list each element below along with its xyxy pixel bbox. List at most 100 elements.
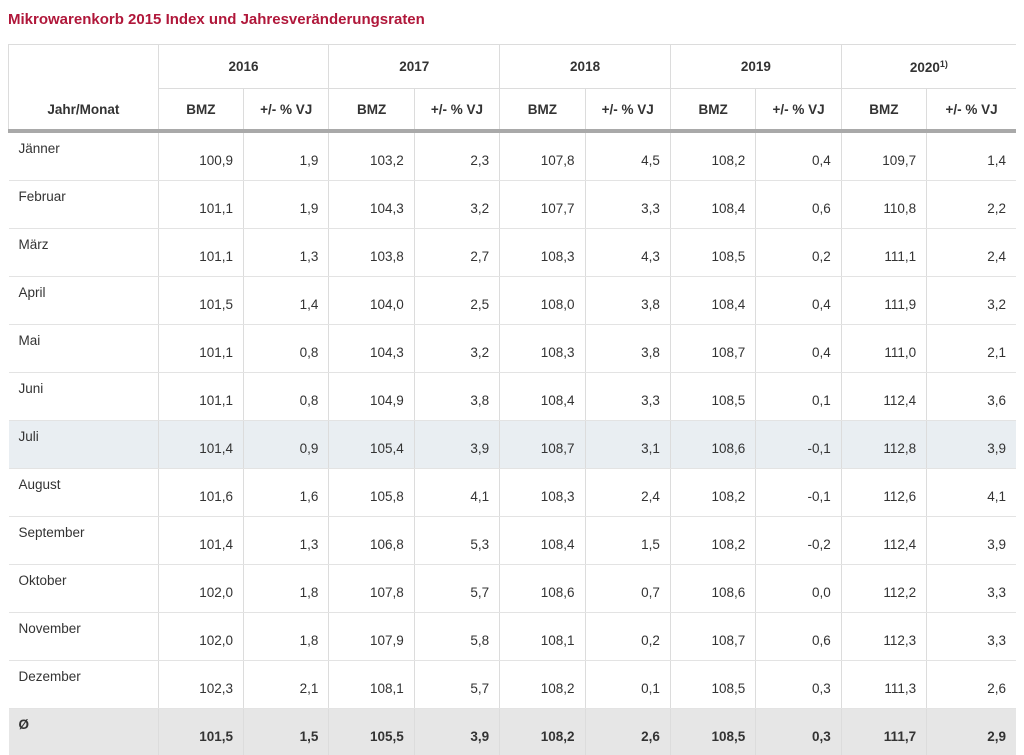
change-cell: 3,3 <box>927 613 1016 661</box>
bmz-cell: 108,6 <box>670 565 755 613</box>
change-cell: 4,1 <box>927 469 1016 517</box>
footnote-marker: 1) <box>940 59 948 69</box>
month-cell: Ø <box>9 709 159 755</box>
bmz-cell: 109,7 <box>841 131 926 181</box>
change-cell: 0,3 <box>756 661 841 709</box>
change-cell: 3,1 <box>585 421 670 469</box>
change-cell: 2,3 <box>414 131 499 181</box>
bmz-cell: 108,6 <box>670 421 755 469</box>
change-column-header: +/- % VJ <box>756 89 841 132</box>
bmz-cell: 108,4 <box>670 181 755 229</box>
change-cell: 1,4 <box>244 277 329 325</box>
bmz-cell: 107,9 <box>329 613 414 661</box>
bmz-cell: 108,3 <box>500 325 585 373</box>
year-header: 2019 <box>670 45 841 89</box>
bmz-cell: 108,0 <box>500 277 585 325</box>
change-cell: 1,8 <box>244 613 329 661</box>
change-cell: 3,3 <box>927 565 1016 613</box>
change-cell: 4,5 <box>585 131 670 181</box>
change-cell: 1,5 <box>244 709 329 755</box>
change-cell: 3,9 <box>414 421 499 469</box>
change-cell: 0,3 <box>756 709 841 755</box>
year-header: 2018 <box>500 45 671 89</box>
change-cell: 2,7 <box>414 229 499 277</box>
bmz-cell: 108,5 <box>670 373 755 421</box>
change-cell: 5,7 <box>414 565 499 613</box>
change-cell: 3,2 <box>414 181 499 229</box>
change-cell: 0,9 <box>244 421 329 469</box>
change-cell: 1,9 <box>244 131 329 181</box>
bmz-column-header: BMZ <box>670 89 755 132</box>
month-cell: Dezember <box>9 661 159 709</box>
change-cell: 0,6 <box>756 181 841 229</box>
bmz-cell: 108,2 <box>670 469 755 517</box>
change-cell: 0,2 <box>756 229 841 277</box>
bmz-cell: 101,4 <box>158 517 243 565</box>
month-cell: September <box>9 517 159 565</box>
change-cell: 3,8 <box>585 277 670 325</box>
change-cell: 3,3 <box>585 181 670 229</box>
bmz-cell: 108,6 <box>500 565 585 613</box>
bmz-cell: 111,0 <box>841 325 926 373</box>
change-cell: 5,7 <box>414 661 499 709</box>
change-cell: 0,0 <box>756 565 841 613</box>
change-cell: 3,8 <box>585 325 670 373</box>
month-cell: August <box>9 469 159 517</box>
year-header-label: 2020 <box>910 60 940 75</box>
bmz-cell: 101,1 <box>158 373 243 421</box>
change-cell: 2,4 <box>927 229 1016 277</box>
bmz-cell: 108,4 <box>500 373 585 421</box>
change-cell: 3,9 <box>414 709 499 755</box>
bmz-cell: 101,1 <box>158 325 243 373</box>
bmz-cell: 102,3 <box>158 661 243 709</box>
bmz-cell: 105,8 <box>329 469 414 517</box>
page-title: Mikrowarenkorb 2015 Index und Jahresverä… <box>8 11 425 28</box>
bmz-cell: 105,5 <box>329 709 414 755</box>
year-header-label: 2018 <box>570 59 600 74</box>
change-cell: 2,1 <box>244 661 329 709</box>
year-header-label: 2019 <box>741 59 771 74</box>
change-cell: 0,8 <box>244 373 329 421</box>
change-cell: 1,9 <box>244 181 329 229</box>
change-cell: 3,9 <box>927 421 1016 469</box>
month-cell: Juli <box>9 421 159 469</box>
bmz-cell: 112,2 <box>841 565 926 613</box>
bmz-cell: 111,9 <box>841 277 926 325</box>
bmz-cell: 108,5 <box>670 709 755 755</box>
bmz-column-header: BMZ <box>329 89 414 132</box>
bmz-cell: 108,2 <box>670 517 755 565</box>
bmz-cell: 108,2 <box>670 131 755 181</box>
bmz-cell: 111,1 <box>841 229 926 277</box>
change-cell: 0,2 <box>585 613 670 661</box>
month-cell: März <box>9 229 159 277</box>
change-cell: 3,6 <box>927 373 1016 421</box>
bmz-cell: 106,8 <box>329 517 414 565</box>
bmz-cell: 104,9 <box>329 373 414 421</box>
year-header-label: 2017 <box>399 59 429 74</box>
bmz-cell: 108,7 <box>670 613 755 661</box>
bmz-cell: 108,1 <box>500 613 585 661</box>
month-cell: Oktober <box>9 565 159 613</box>
month-cell: Jänner <box>9 131 159 181</box>
bmz-cell: 104,0 <box>329 277 414 325</box>
bmz-cell: 102,0 <box>158 613 243 661</box>
bmz-cell: 108,7 <box>500 421 585 469</box>
corner-header-label: Jahr/Monat <box>47 102 119 117</box>
change-cell: 2,1 <box>927 325 1016 373</box>
change-cell: 3,2 <box>927 277 1016 325</box>
month-cell: Juni <box>9 373 159 421</box>
change-cell: 0,4 <box>756 131 841 181</box>
bmz-cell: 107,7 <box>500 181 585 229</box>
change-cell: 1,4 <box>927 131 1016 181</box>
change-cell: 1,6 <box>244 469 329 517</box>
change-cell: 0,8 <box>244 325 329 373</box>
change-cell: 2,6 <box>585 709 670 755</box>
